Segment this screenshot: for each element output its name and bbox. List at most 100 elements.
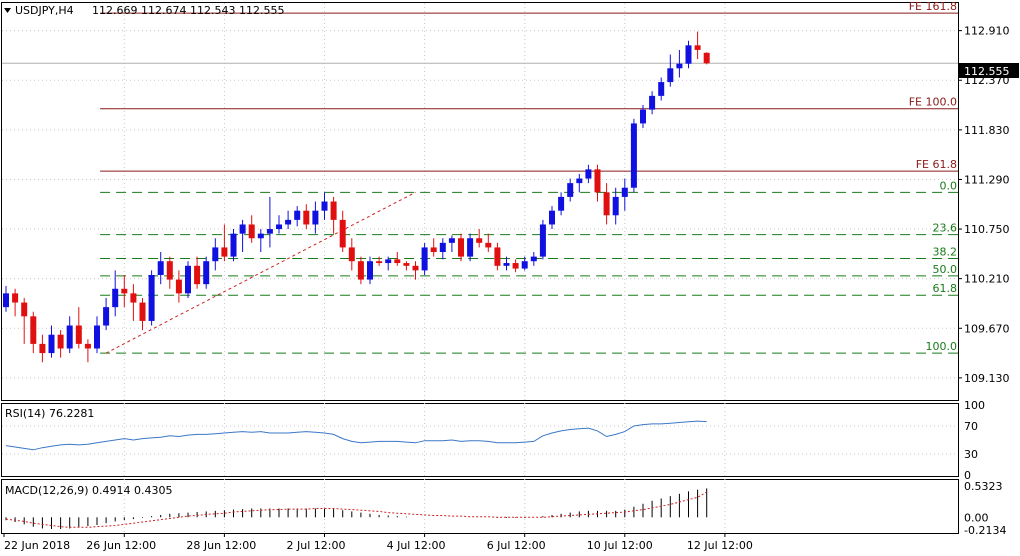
candle-body-bear	[330, 201, 337, 220]
candle-body-bull	[276, 224, 282, 230]
axis-labels: 112.910112.370111.830111.290110.750110.2…	[3, 25, 1010, 552]
candle-body-bull	[212, 247, 219, 262]
candle-body-bull	[48, 334, 55, 354]
candle-body-bull	[549, 210, 555, 225]
fe-level-label: FE 161.8	[909, 0, 957, 13]
candle-body-bull	[658, 82, 665, 96]
candle-body-bull	[230, 233, 237, 257]
candle-body-bull	[239, 224, 246, 234]
rsi-tick-label: 30	[964, 448, 978, 461]
fe-level-label: FE 61.8	[916, 158, 957, 171]
candle-body-bear	[339, 219, 346, 248]
candle-body-bear	[703, 52, 710, 64]
candle-body-bull	[94, 325, 100, 349]
candle-body-bear	[458, 238, 464, 257]
candle-body-bull	[576, 178, 583, 184]
candle-body-bear	[494, 247, 501, 266]
candle-body-bear	[403, 263, 410, 266]
time-tick-label: 4 Jul 12:00	[387, 539, 446, 552]
candle-body-bear	[594, 169, 601, 193]
fib-level-label: 38.2	[933, 245, 958, 258]
chevron-down-icon[interactable]	[4, 8, 11, 13]
macd-tick-label: 0.00	[964, 511, 989, 524]
candle-body-bull	[203, 261, 210, 285]
price-tick-label: 111.290	[964, 173, 1010, 186]
macd-title: MACD(12,26,9) 0.4914 0.4305	[5, 484, 173, 497]
candle-body-bear	[476, 238, 483, 243]
symbol-label: USDJPY,H4	[15, 4, 74, 17]
candle-body-bear	[30, 316, 37, 344]
candle-body-bull	[640, 109, 646, 124]
price-panel	[1, 2, 959, 401]
candle-body-bear	[166, 261, 173, 280]
candle-body-bull	[467, 238, 474, 257]
candle-body-bear	[303, 210, 310, 225]
fib-level-label: 100.0	[926, 340, 958, 353]
candle-body-bear	[694, 45, 701, 50]
rsi-tick-label: 70	[964, 420, 978, 433]
candle-body-bull	[103, 307, 110, 326]
candles	[3, 31, 710, 363]
fib-level-label: 23.6	[933, 222, 958, 235]
candle-body-bull	[539, 224, 546, 257]
candle-body-bear	[194, 265, 201, 285]
rsi-layer	[2, 420, 958, 455]
macd-tick-label: 0.5323	[964, 480, 1003, 493]
candle-body-bull	[448, 238, 455, 243]
candle-body-bear	[84, 343, 91, 349]
candle-body-bear	[248, 224, 255, 239]
candle-body-bear	[348, 247, 355, 262]
candle-body-bear	[75, 325, 82, 344]
price-tick-label: 109.130	[964, 372, 1010, 385]
candle-body-bull	[439, 242, 446, 253]
rsi-tick-label: 100	[964, 399, 985, 412]
candle-body-bear	[221, 247, 228, 257]
candle-body-bear	[485, 242, 492, 248]
candle-body-bull	[521, 261, 528, 269]
candle-body-bear	[139, 302, 146, 321]
candle-body-bull	[558, 196, 565, 211]
candle-body-bull	[148, 274, 155, 321]
candle-body-bull	[66, 325, 73, 349]
candle-body-bull	[621, 187, 628, 197]
candle-body-bear	[430, 247, 437, 253]
time-tick-label: 2 Jul 12:00	[287, 539, 346, 552]
current-price-label: 112.555	[964, 65, 1010, 78]
time-tick-label: 12 Jul 12:00	[687, 539, 753, 552]
candle-body-bull	[585, 169, 592, 179]
price-tick-label: 111.830	[964, 124, 1010, 137]
candle-body-bull	[157, 261, 164, 275]
macd-panel	[1, 479, 959, 534]
candle-body-bull	[685, 45, 692, 64]
candle-body-bull	[567, 183, 574, 197]
candle-body-bear	[512, 263, 519, 269]
candle-body-bear	[39, 343, 46, 354]
candle-body-bull	[612, 196, 619, 216]
candle-body-bull	[367, 261, 373, 280]
candle-body-bull	[285, 219, 292, 225]
candle-body-bear	[394, 259, 401, 264]
candle-body-bull	[676, 63, 683, 69]
time-tick-label: 26 Jun 12:00	[86, 539, 156, 552]
rsi-line	[5, 420, 707, 451]
candle-body-bear	[121, 288, 128, 294]
price-tick-label: 112.910	[964, 25, 1010, 38]
candle-body-bear	[12, 293, 19, 303]
fe-level-label: FE 100.0	[909, 96, 957, 109]
fibonacci-levels: FE 161.8 FE 100.0 FE 61.8 0.0 23.6 38.2 50.0 61…	[2, 0, 958, 354]
candle-body-bear	[376, 261, 383, 264]
candle-body-bear	[130, 293, 137, 303]
candle-body-bull	[321, 201, 328, 211]
time-tick-label: 10 Jul 12:00	[587, 539, 653, 552]
time-tick-label: 22 Jun 2018	[4, 539, 70, 552]
rsi-title: RSI(14) 76.2281	[5, 407, 94, 420]
candle-body-bear	[175, 279, 182, 294]
rsi-panel	[1, 403, 959, 477]
fib-level-label: 0.0	[940, 179, 958, 192]
candle-body-bull	[266, 229, 273, 234]
candle-body-bull	[630, 123, 637, 188]
candle-body-bull	[185, 265, 191, 294]
candle-body-bull	[312, 210, 319, 225]
fib-level-label: 50.0	[933, 263, 958, 276]
